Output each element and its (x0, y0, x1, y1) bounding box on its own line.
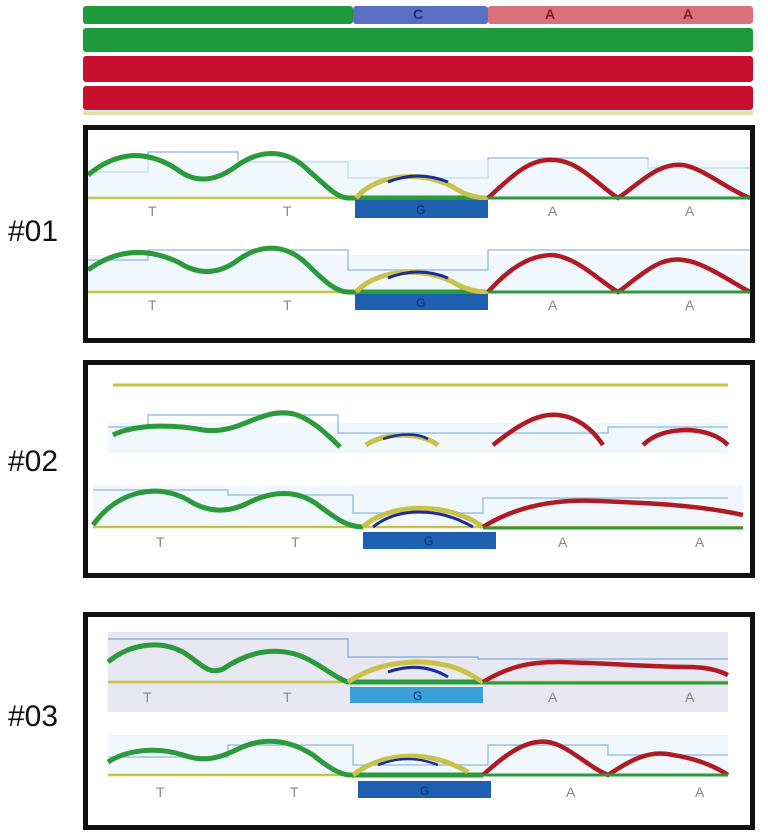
reference-segment-c (353, 6, 488, 24)
trace-03-b (106, 735, 730, 798)
sample-label-01: #01 (8, 215, 59, 248)
trace-01-b (86, 245, 752, 310)
sample-label-03: #03 (8, 700, 59, 733)
base-call-t2e: T (290, 784, 299, 800)
chromatogram-02: T T G A A (90, 383, 744, 550)
reference-base-c: C (413, 6, 424, 22)
base-call-t2c: T (291, 534, 300, 550)
base-call-ge: G (420, 784, 429, 798)
base-call-a2e: A (695, 784, 705, 800)
base-call-a1: A (548, 203, 558, 219)
base-call-a2c: A (695, 534, 705, 550)
base-call-a2b: A (685, 297, 695, 313)
trace-01-a (86, 151, 751, 218)
base-call-a2: A (685, 203, 695, 219)
base-call-a1b: A (548, 297, 558, 313)
reference-base-a1: A (545, 6, 556, 22)
track-red-2 (83, 86, 753, 110)
base-call-t1c: T (156, 534, 165, 550)
base-call-t2: T (283, 203, 292, 219)
base-call-g: G (416, 203, 425, 217)
base-call-t2d: T (283, 689, 292, 705)
sample-label-02: #02 (8, 445, 59, 478)
track-green (83, 28, 753, 52)
chromatogram-01: T T G A A T T G A A (86, 151, 752, 313)
base-call-gc: G (424, 534, 433, 548)
track-red-1 (83, 56, 753, 82)
sample-panel-03: T T G A A T T G A A (83, 612, 755, 830)
base-call-a1d: A (548, 689, 558, 705)
reference-bar: C A A (83, 3, 753, 27)
reference-base-a2: A (683, 6, 694, 22)
track-underline (83, 111, 753, 115)
chromatogram-03: T T G A A T T G A A (106, 632, 730, 800)
base-call-t1: T (148, 203, 157, 219)
trace-03-a (106, 632, 730, 712)
reference-segment-a (488, 6, 753, 24)
base-call-a1e: A (566, 784, 576, 800)
base-call-t1b: T (148, 297, 157, 313)
base-call-a2d: A (685, 689, 695, 705)
base-call-gd: G (413, 689, 422, 703)
reference-segment-1 (83, 6, 353, 24)
base-call-t1e: T (156, 784, 165, 800)
trace-02-b (90, 485, 744, 549)
base-call-t2b: T (283, 297, 292, 313)
sample-panel-01: T T G A A T T G A A (83, 125, 755, 343)
base-call-gb: G (416, 296, 425, 310)
trace-02-a (108, 410, 730, 453)
sample-panel-02: T T G A A (83, 360, 755, 578)
base-call-t1d: T (143, 689, 152, 705)
base-call-a1c: A (558, 534, 568, 550)
